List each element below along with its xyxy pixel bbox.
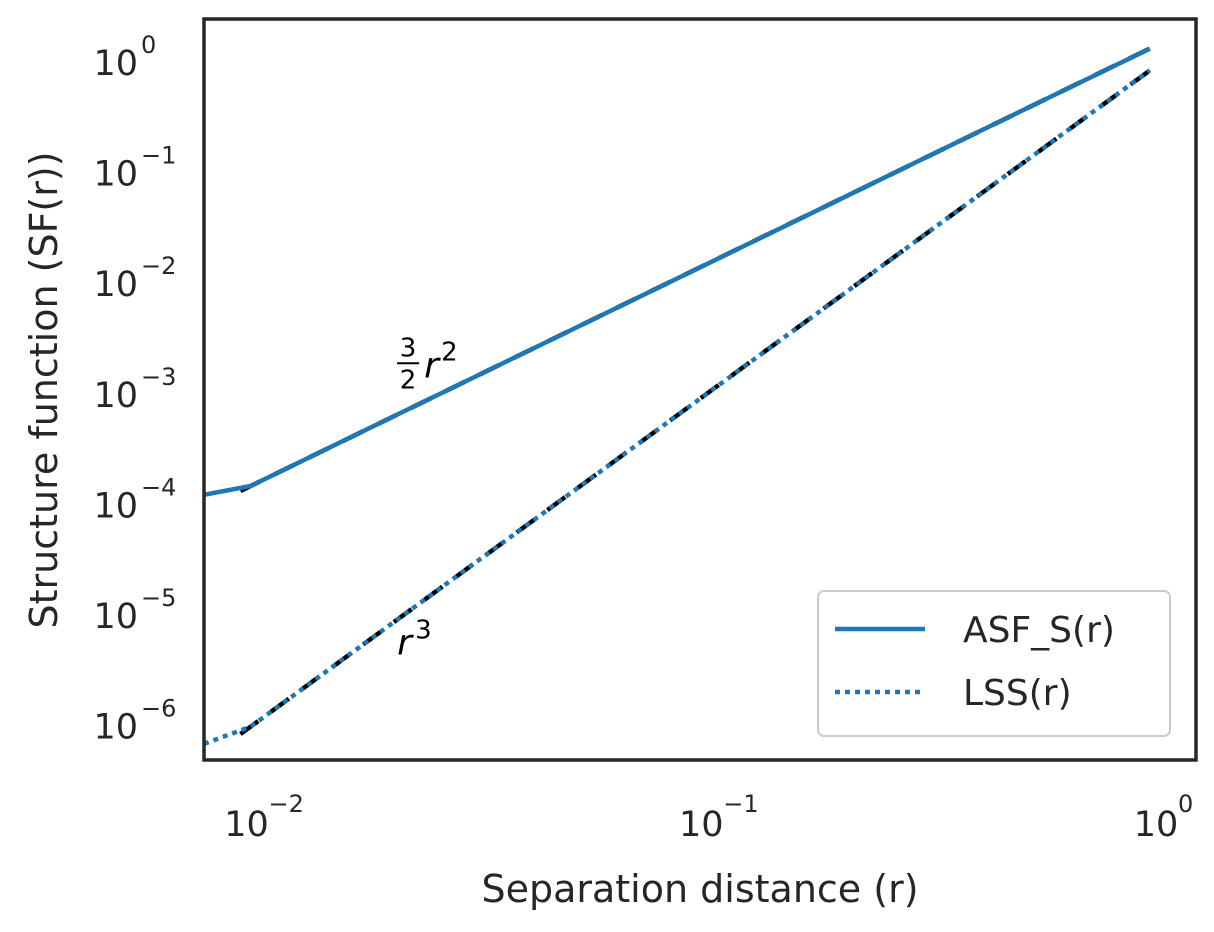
annotation-variable-r3: r	[397, 622, 414, 663]
y-tick-label-1: 10	[93, 155, 138, 195]
plot-frame	[202, 17, 1198, 762]
annotation-variable-r2: r	[424, 345, 441, 386]
annotation-fraction-denominator: 2	[400, 365, 417, 395]
legend-label-lss: LSS(r)	[963, 673, 1072, 714]
x-tick-exponent-1: −1	[723, 790, 758, 818]
y-tick-exponent-4: −4	[141, 473, 176, 501]
legend-label-asf: ASF_S(r)	[963, 610, 1115, 651]
y-tick-label-6: 10	[93, 708, 138, 748]
y-tick-exponent-5: −5	[141, 584, 176, 612]
annotation-exponent-3: 3	[415, 615, 432, 645]
y-tick-exponent-2: −2	[141, 252, 176, 280]
annotations: 32 r 2r 3	[397, 333, 458, 663]
y-tick-label-5: 10	[93, 597, 138, 637]
x-tick-exponent-2: 0	[1178, 790, 1193, 818]
y-tick-exponent-3: −3	[141, 363, 176, 391]
annotation-exponent-2: 2	[441, 337, 458, 367]
y-tick-label-4: 10	[93, 486, 138, 526]
annotation-fraction-numerator: 3	[400, 333, 417, 363]
series-line-0	[204, 46, 1151, 498]
x-axis-label: Separation distance (r)	[481, 867, 918, 911]
y-axis-label: Structure function (SF(r))	[22, 151, 66, 628]
x-tick-label-2: 10	[1134, 805, 1179, 845]
x-tick-label-1: 10	[679, 805, 724, 845]
y-tick-exponent-0: 0	[141, 31, 156, 59]
y-tick-exponent-1: −1	[141, 142, 176, 170]
x-tick-exponent-0: −2	[269, 790, 304, 818]
x-tick-label-0: 10	[224, 805, 269, 845]
y-tick-exponent-6: −6	[141, 695, 176, 723]
y-tick-label-0: 10	[93, 44, 138, 84]
y-tick-label-2: 10	[93, 265, 138, 305]
y-tick-label-3: 10	[93, 376, 138, 416]
data-series	[204, 46, 1152, 746]
legend: ASF_S(r) LSS(r)	[817, 590, 1171, 737]
